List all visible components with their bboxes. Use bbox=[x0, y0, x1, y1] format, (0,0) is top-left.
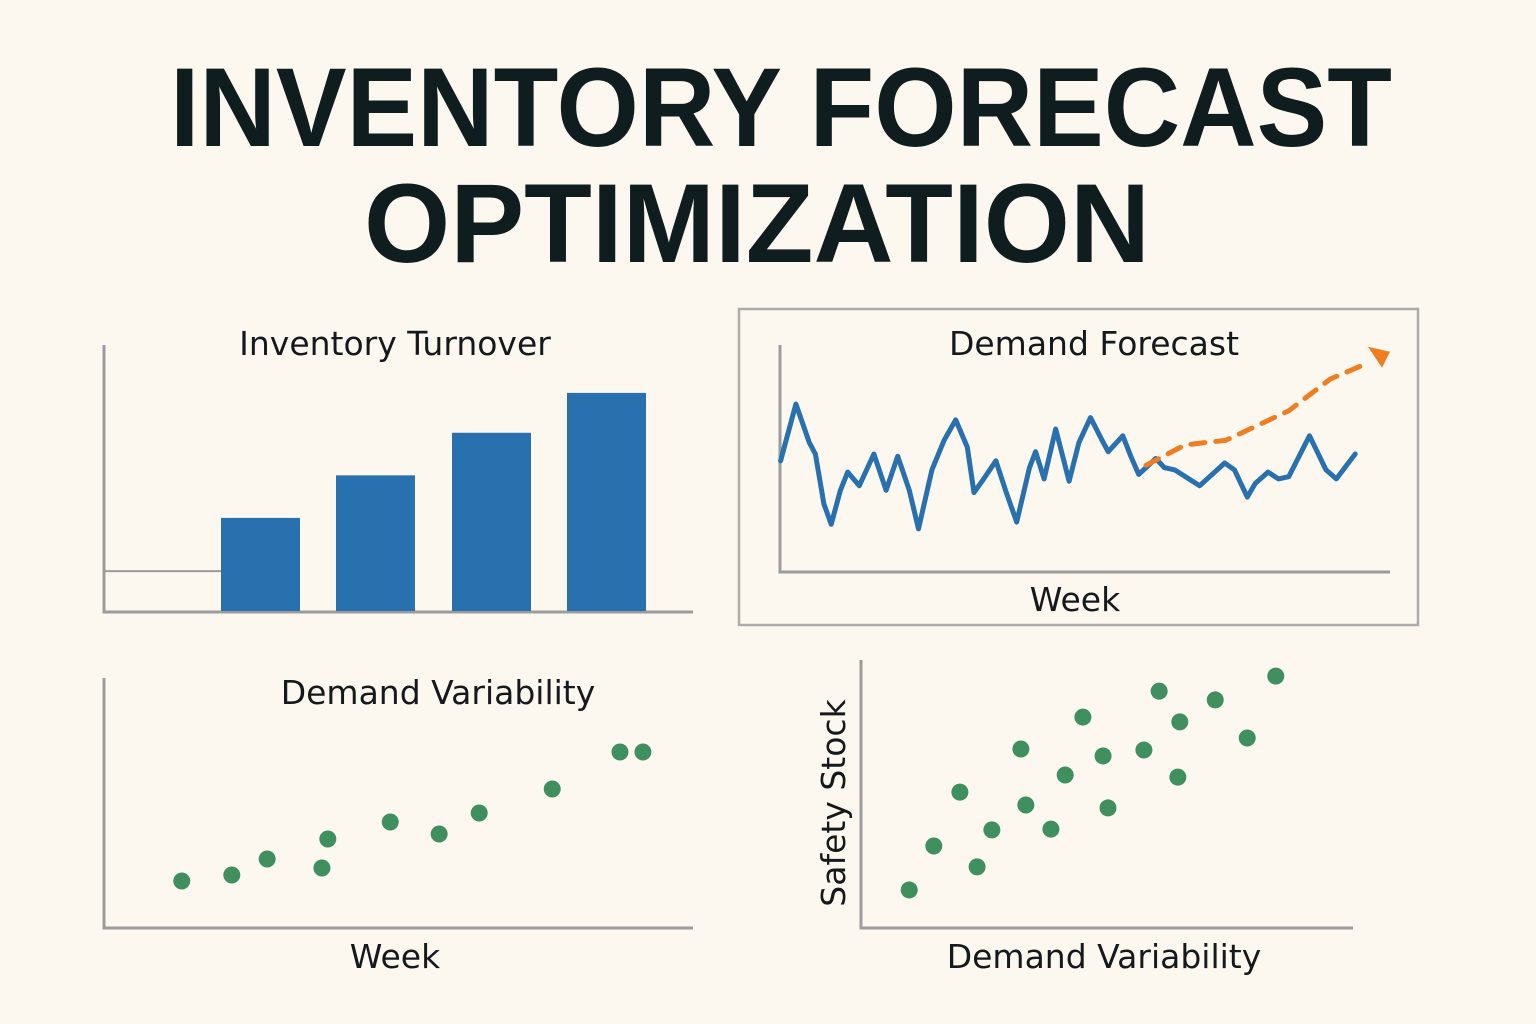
axes bbox=[102, 345, 693, 614]
scatter-point bbox=[1012, 740, 1030, 758]
points bbox=[173, 743, 652, 890]
scatter-point bbox=[1135, 741, 1153, 759]
y-axis-label: Safety Stock bbox=[814, 698, 853, 906]
forecast-line bbox=[1143, 360, 1370, 468]
x-axis-label: Demand Variability bbox=[947, 937, 1262, 976]
scatter-point bbox=[223, 866, 241, 884]
scatter-point bbox=[1238, 729, 1256, 747]
scatter-point bbox=[381, 813, 399, 831]
points bbox=[900, 667, 1285, 899]
scatter-point bbox=[968, 858, 986, 876]
axes bbox=[859, 660, 1353, 930]
scatter-point bbox=[1099, 799, 1117, 817]
bar bbox=[452, 432, 531, 611]
scatter-point bbox=[1169, 768, 1187, 786]
scatter-point bbox=[634, 743, 652, 761]
scatter-point bbox=[925, 837, 943, 855]
scatter-point bbox=[1150, 682, 1168, 700]
scatter-point bbox=[611, 743, 629, 761]
scatter-point bbox=[900, 881, 918, 899]
bar bbox=[567, 392, 646, 611]
scatter-point bbox=[1206, 691, 1224, 709]
chart-title: Inventory Turnover bbox=[239, 324, 551, 363]
scatter-point bbox=[313, 859, 331, 877]
page-title-line1: INVENTORY FORECAST bbox=[170, 45, 1392, 170]
scatter-point bbox=[430, 825, 448, 843]
chart-title: Demand Forecast bbox=[949, 324, 1239, 363]
scatter-point bbox=[470, 804, 488, 822]
safety-stock-chart: Demand Variability Safety Stock bbox=[814, 660, 1353, 976]
bar bbox=[336, 475, 415, 611]
inventory-turnover-chart: Inventory Turnover bbox=[102, 324, 693, 614]
scatter-point bbox=[1042, 820, 1060, 838]
scatter-point bbox=[1171, 713, 1189, 731]
demand-variability-chart: Demand Variability Week bbox=[102, 673, 693, 976]
scatter-point bbox=[1267, 667, 1285, 685]
scatter-point bbox=[983, 821, 1001, 839]
axes bbox=[778, 345, 1390, 574]
bars bbox=[104, 392, 646, 611]
x-axis-label: Week bbox=[350, 937, 441, 976]
x-axis-label: Week bbox=[1030, 580, 1121, 619]
demand-line bbox=[778, 401, 1358, 532]
axes bbox=[102, 678, 693, 930]
scatter-point bbox=[1056, 766, 1074, 784]
scatter-point bbox=[1017, 796, 1035, 814]
demand-forecast-chart: Demand Forecast Week bbox=[737, 307, 1420, 627]
scatter-point bbox=[258, 850, 276, 868]
series bbox=[778, 346, 1390, 532]
scatter-point bbox=[1094, 747, 1112, 765]
scatter-point bbox=[543, 780, 561, 798]
scatter-point bbox=[1074, 708, 1092, 726]
page-title-line2: OPTIMIZATION bbox=[364, 161, 1150, 286]
scatter-point bbox=[173, 872, 191, 890]
chart-frame bbox=[737, 307, 1420, 627]
scatter-point bbox=[319, 830, 337, 848]
forecast-arrowhead bbox=[1368, 346, 1390, 368]
scatter-point bbox=[951, 783, 969, 801]
bar bbox=[221, 517, 300, 611]
chart-title: Demand Variability bbox=[281, 673, 596, 712]
